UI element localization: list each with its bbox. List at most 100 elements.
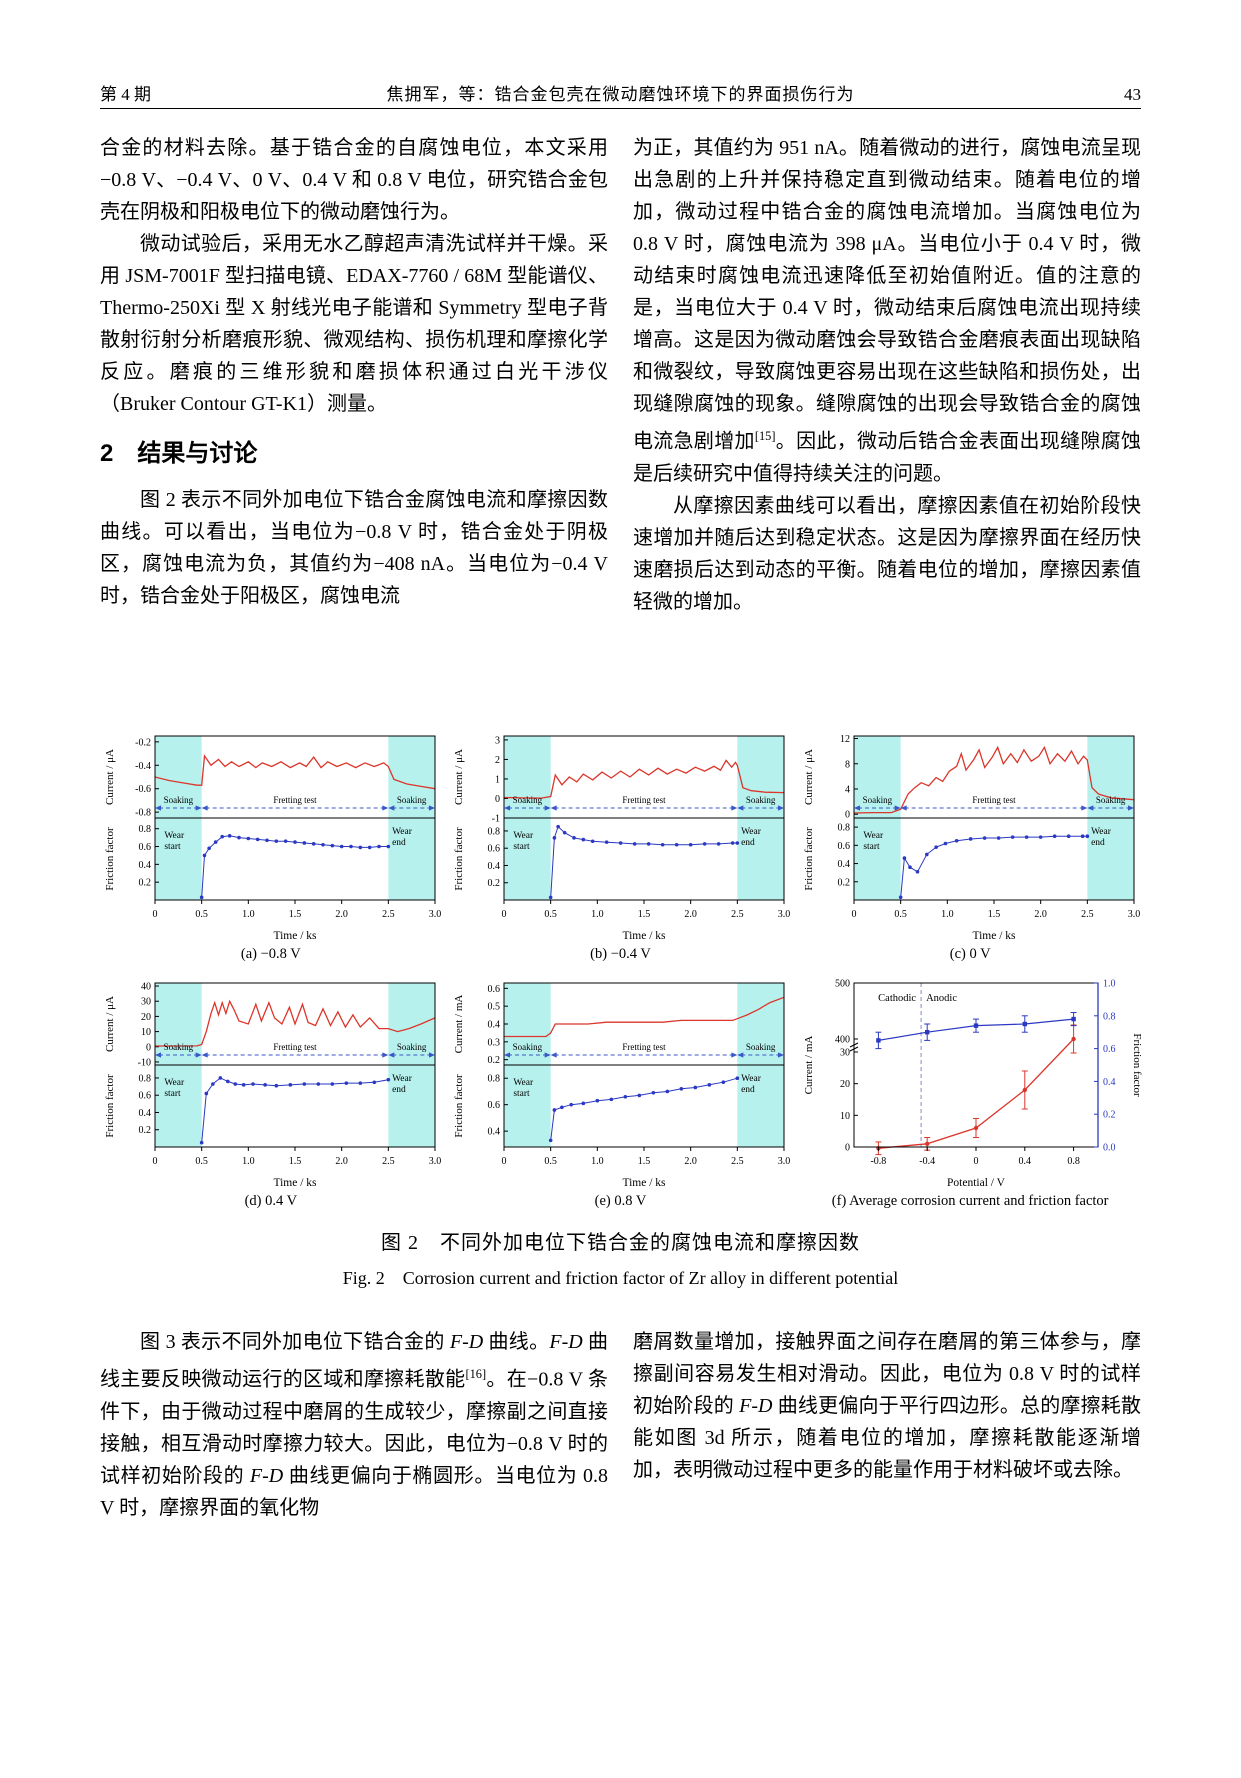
svg-text:10: 10 bbox=[840, 1111, 850, 1122]
svg-text:Current / mA: Current / mA bbox=[453, 995, 465, 1054]
svg-text:2.0: 2.0 bbox=[685, 1156, 698, 1167]
svg-text:0.5: 0.5 bbox=[545, 1156, 558, 1167]
svg-text:1: 1 bbox=[495, 774, 500, 785]
svg-text:-0.8: -0.8 bbox=[871, 1156, 887, 1167]
svg-text:0.6: 0.6 bbox=[138, 842, 151, 853]
svg-text:0.6: 0.6 bbox=[488, 844, 501, 855]
svg-text:1.0: 1.0 bbox=[1103, 979, 1116, 990]
svg-text:Fretting test: Fretting test bbox=[623, 1042, 667, 1052]
svg-text:0.8: 0.8 bbox=[138, 1073, 151, 1084]
subplot-c-label: (c) 0 V bbox=[949, 946, 991, 962]
subplot-b-label: (b) −0.4 V bbox=[590, 946, 651, 962]
paragraph: 图 3 表示不同外加电位下锆合金的 F-D 曲线。F-D 曲线主要反映微动运行的… bbox=[100, 1331, 609, 1519]
svg-text:0.4: 0.4 bbox=[488, 1127, 501, 1138]
svg-text:Soaking: Soaking bbox=[513, 795, 543, 805]
svg-text:2.0: 2.0 bbox=[1035, 909, 1048, 920]
svg-text:Current / μA: Current / μA bbox=[104, 996, 116, 1052]
svg-text:0.6: 0.6 bbox=[1103, 1044, 1116, 1055]
svg-text:1.0: 1.0 bbox=[242, 1156, 255, 1167]
subplot-f-label: (f) Average corrosion current and fricti… bbox=[831, 1193, 1109, 1209]
svg-text:Friction factor: Friction factor bbox=[1131, 1033, 1142, 1097]
svg-text:end: end bbox=[742, 838, 756, 848]
paragraph: 磨屑数量增加，接触界面之间存在磨屑的第三体参与，摩擦副间容易发生相对滑动。因此，… bbox=[633, 1331, 1142, 1481]
svg-text:Soaking: Soaking bbox=[163, 795, 193, 805]
svg-text:3.0: 3.0 bbox=[778, 1156, 791, 1167]
svg-text:Fretting test: Fretting test bbox=[623, 795, 667, 805]
svg-text:40: 40 bbox=[141, 982, 151, 993]
subplot-cell-e: 0.2 0.3 0.4 0.5 0.6 Current / mA 0.4 0.6 0.8 Fric… bbox=[446, 977, 796, 1210]
svg-text:1.0: 1.0 bbox=[242, 909, 255, 920]
top-left-column: 合金的材料去除。基于锆合金的自腐蚀电位，本文采用−0.8 V、−0.4 V、0 … bbox=[100, 132, 608, 612]
svg-text:3.0: 3.0 bbox=[778, 909, 791, 920]
svg-text:Friction factor: Friction factor bbox=[104, 1074, 116, 1138]
svg-text:3.0: 3.0 bbox=[1128, 909, 1141, 920]
page-header: 第 4 期 焦拥军，等：锆合金包壳在微动磨蚀环境下的界面损伤行为 43 bbox=[100, 80, 1141, 105]
svg-text:20: 20 bbox=[141, 1012, 151, 1023]
svg-text:3.0: 3.0 bbox=[429, 909, 442, 920]
svg-text:0.4: 0.4 bbox=[838, 859, 851, 870]
svg-text:-10: -10 bbox=[137, 1057, 150, 1068]
subplot-cell-f: Cathodic Anodic 0 10 20 30 400 500 0.0 0.2 0.4 0.6 0… bbox=[795, 977, 1145, 1210]
svg-text:start: start bbox=[863, 842, 880, 852]
svg-text:Soaking: Soaking bbox=[863, 795, 893, 805]
svg-text:Wear: Wear bbox=[1091, 827, 1112, 837]
svg-text:3: 3 bbox=[495, 735, 500, 746]
svg-text:1.5: 1.5 bbox=[638, 1156, 651, 1167]
svg-text:Wear: Wear bbox=[392, 1074, 413, 1084]
svg-text:Wear: Wear bbox=[742, 827, 763, 837]
paragraph: 从摩擦因素曲线可以看出，摩擦因素值在初始阶段快速增加并随后达到稳定状态。这是因为… bbox=[633, 494, 1141, 613]
svg-text:0.4: 0.4 bbox=[138, 860, 151, 871]
svg-text:Wear: Wear bbox=[392, 827, 413, 837]
svg-text:2.0: 2.0 bbox=[335, 909, 348, 920]
header-rule bbox=[100, 108, 1141, 109]
svg-text:Soaking: Soaking bbox=[163, 1042, 193, 1052]
svg-text:1.5: 1.5 bbox=[289, 909, 302, 920]
svg-text:0.5: 0.5 bbox=[195, 1156, 208, 1167]
subplot-cell-a: -0.8 -0.6 -0.4 -0.2 Current / μA 0.2 0.4 0.6 0.8… bbox=[96, 730, 446, 963]
svg-text:Time / ks: Time / ks bbox=[623, 930, 667, 942]
subplot-cell-b: -1 0 1 2 3 Current / μA 0.2 0.4 0.6 0.8 Friction f… bbox=[446, 730, 796, 963]
svg-text:-0.4: -0.4 bbox=[135, 761, 151, 772]
svg-text:1.5: 1.5 bbox=[638, 909, 651, 920]
svg-text:Potential / V: Potential / V bbox=[947, 1177, 1006, 1189]
svg-text:-0.4: -0.4 bbox=[919, 1156, 935, 1167]
svg-text:end: end bbox=[742, 1085, 756, 1095]
svg-text:20: 20 bbox=[840, 1079, 850, 1090]
svg-text:0.2: 0.2 bbox=[1103, 1110, 1116, 1121]
svg-text:start: start bbox=[164, 842, 181, 852]
svg-text:1.5: 1.5 bbox=[988, 909, 1001, 920]
svg-text:0.8: 0.8 bbox=[1068, 1156, 1081, 1167]
subplot-a-label: (a) −0.8 V bbox=[240, 946, 301, 962]
svg-text:Time / ks: Time / ks bbox=[623, 1177, 667, 1189]
svg-text:2.5: 2.5 bbox=[732, 1156, 745, 1167]
svg-text:Time / ks: Time / ks bbox=[273, 1177, 317, 1189]
svg-text:0.4: 0.4 bbox=[1019, 1156, 1032, 1167]
svg-text:Fretting test: Fretting test bbox=[273, 795, 317, 805]
svg-text:0.8: 0.8 bbox=[138, 824, 151, 835]
paragraph: 为正，其值约为 951 nA。随着微动的进行，腐蚀电流呈现出急剧的上升并保持稳定… bbox=[633, 137, 1142, 485]
svg-text:2.5: 2.5 bbox=[732, 909, 745, 920]
svg-text:Current / mA: Current / mA bbox=[803, 1036, 815, 1095]
figure-2-grid: -0.8 -0.6 -0.4 -0.2 Current / μA 0.2 0.4 0.6 0.8… bbox=[96, 730, 1145, 1210]
svg-text:Friction factor: Friction factor bbox=[453, 827, 465, 891]
svg-text:-0.8: -0.8 bbox=[135, 808, 151, 819]
svg-text:1.0: 1.0 bbox=[941, 909, 954, 920]
svg-text:0.5: 0.5 bbox=[195, 909, 208, 920]
svg-text:Wear: Wear bbox=[514, 831, 535, 841]
svg-text:Wear: Wear bbox=[863, 831, 884, 841]
svg-text:Soaking: Soaking bbox=[397, 1042, 427, 1052]
svg-text:3.0: 3.0 bbox=[429, 1156, 442, 1167]
svg-text:0: 0 bbox=[845, 1143, 850, 1154]
svg-text:30: 30 bbox=[840, 1048, 850, 1059]
svg-text:Anodic: Anodic bbox=[926, 993, 957, 1004]
figure2-subplot-b-chart: -1 0 1 2 3 Current / μA 0.2 0.4 0.6 0.8 Friction f… bbox=[448, 730, 792, 942]
svg-text:30: 30 bbox=[141, 997, 151, 1008]
svg-text:0: 0 bbox=[845, 810, 850, 821]
svg-text:-1: -1 bbox=[492, 814, 500, 825]
svg-text:Soaking: Soaking bbox=[397, 795, 427, 805]
figure2-subplot-f-chart: Cathodic Anodic 0 10 20 30 400 500 0.0 0.2 0.4 0.6 0… bbox=[798, 977, 1142, 1190]
svg-text:Time / ks: Time / ks bbox=[273, 930, 317, 942]
figure-2: -0.8 -0.6 -0.4 -0.2 Current / μA 0.2 0.4 0.6 0.8… bbox=[96, 730, 1145, 1290]
figure2-subplot-d-chart: -10 0 10 20 30 40 Current / μA 0.2 0.4 0.6 0.8 Fric… bbox=[99, 977, 443, 1189]
svg-text:10: 10 bbox=[141, 1027, 151, 1038]
